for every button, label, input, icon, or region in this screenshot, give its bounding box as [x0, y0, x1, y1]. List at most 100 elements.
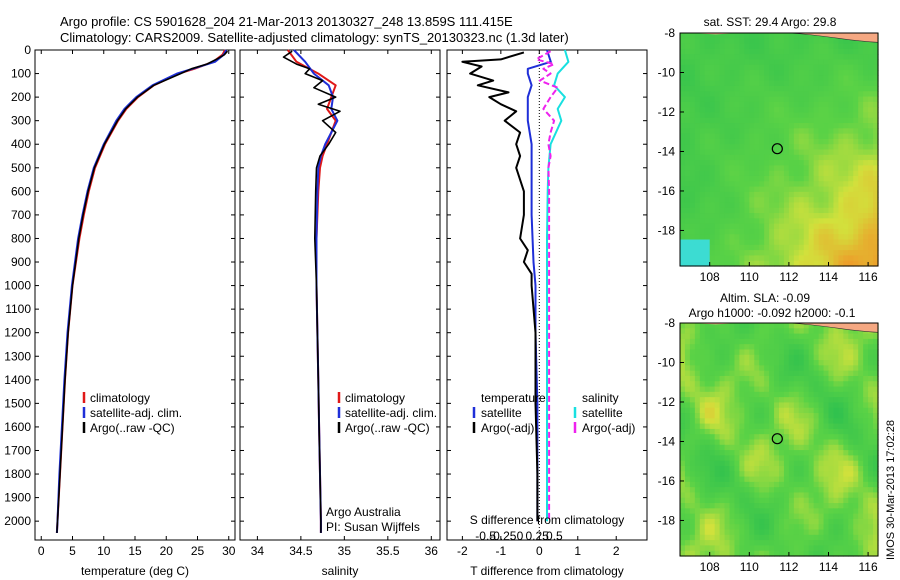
map-cell — [843, 402, 849, 409]
map-cell — [793, 186, 800, 193]
map-cell — [759, 133, 765, 140]
map-cell — [719, 181, 726, 188]
map-cell — [680, 323, 686, 329]
map-cell — [843, 397, 849, 404]
map-cell — [833, 128, 839, 135]
map-cell — [759, 513, 765, 520]
map-cell — [833, 428, 839, 435]
map-cell — [858, 397, 864, 404]
map-cell — [793, 354, 800, 361]
map-cell — [803, 333, 810, 340]
map-cell — [680, 96, 686, 103]
map-cell — [704, 128, 711, 135]
map-cell — [734, 70, 740, 76]
map-cell — [769, 181, 775, 188]
map-cell — [764, 59, 770, 66]
map-cell — [704, 444, 711, 451]
map-cell — [759, 529, 765, 536]
map-cell — [749, 407, 755, 414]
map-cell — [798, 354, 805, 361]
map-cell — [694, 460, 701, 467]
map-cell — [833, 365, 839, 372]
map-cell — [779, 487, 785, 494]
map-cell — [704, 117, 711, 124]
map-cell — [828, 85, 835, 92]
map-cell — [714, 476, 721, 483]
map-cell — [823, 513, 830, 520]
map-cell — [873, 513, 879, 520]
map-cell — [680, 234, 686, 241]
map-cell — [759, 423, 765, 430]
map-cell — [739, 360, 745, 366]
map-cell — [843, 471, 849, 478]
map-cell — [754, 428, 760, 435]
map-cell — [734, 191, 740, 198]
map-cell — [828, 529, 835, 536]
map-cell — [769, 481, 775, 488]
map-cell — [689, 492, 696, 499]
map-cell — [853, 154, 859, 161]
map-cell — [803, 450, 810, 456]
map-cell — [808, 38, 815, 45]
map-cell — [808, 508, 815, 515]
map-cell — [704, 202, 711, 209]
map-cell — [783, 48, 790, 55]
map-cell — [813, 48, 820, 55]
map-cell — [818, 545, 825, 552]
temperature-xlabel: temperature (deg C) — [81, 564, 189, 578]
map-cell — [714, 450, 721, 456]
map-cell — [749, 96, 755, 103]
map-cell — [808, 170, 815, 177]
map-cell — [848, 244, 854, 251]
map-cell — [739, 181, 745, 188]
map-cell — [744, 323, 750, 329]
map-cell — [689, 476, 696, 483]
map-cell — [873, 487, 879, 494]
map-cell — [843, 165, 849, 172]
map-cell — [793, 444, 800, 451]
map-cell — [803, 228, 810, 235]
map-cell — [724, 344, 731, 351]
map-cell — [818, 165, 825, 172]
map-cell — [680, 423, 686, 430]
map-cell — [853, 160, 859, 166]
map-cell — [793, 481, 800, 488]
map-cell — [833, 197, 839, 204]
map-cell — [729, 323, 736, 329]
map-cell — [813, 138, 820, 145]
map-cell — [684, 540, 691, 547]
map-cell — [739, 54, 745, 61]
map-cell — [714, 518, 721, 525]
map-cell — [759, 360, 765, 366]
map-cell — [868, 524, 874, 531]
map-cell — [808, 123, 815, 129]
map-cell — [734, 450, 740, 456]
map-cell — [744, 154, 750, 161]
map-cell — [828, 550, 835, 557]
map-cell — [783, 43, 790, 50]
map-cell — [754, 38, 760, 45]
map-cell — [769, 165, 775, 172]
map-cell — [704, 481, 711, 488]
map-cell — [704, 402, 711, 409]
map-cell — [774, 228, 780, 235]
map-cell — [724, 354, 731, 361]
map-cell — [684, 423, 691, 430]
map-cell — [744, 149, 750, 156]
map-cell — [689, 64, 696, 71]
map-cell — [823, 365, 830, 372]
map-cell — [838, 250, 844, 257]
map-cell — [853, 386, 859, 393]
map-cell — [813, 413, 820, 419]
map-cell — [744, 518, 750, 525]
map-cell — [719, 154, 726, 161]
map-cell — [793, 360, 800, 366]
map-cell — [684, 407, 691, 414]
map-cell — [744, 333, 750, 340]
map-cell — [828, 260, 835, 267]
map-cell — [853, 213, 859, 219]
map-cell — [684, 64, 691, 71]
map-cell — [783, 117, 790, 124]
map-cell — [823, 165, 830, 172]
